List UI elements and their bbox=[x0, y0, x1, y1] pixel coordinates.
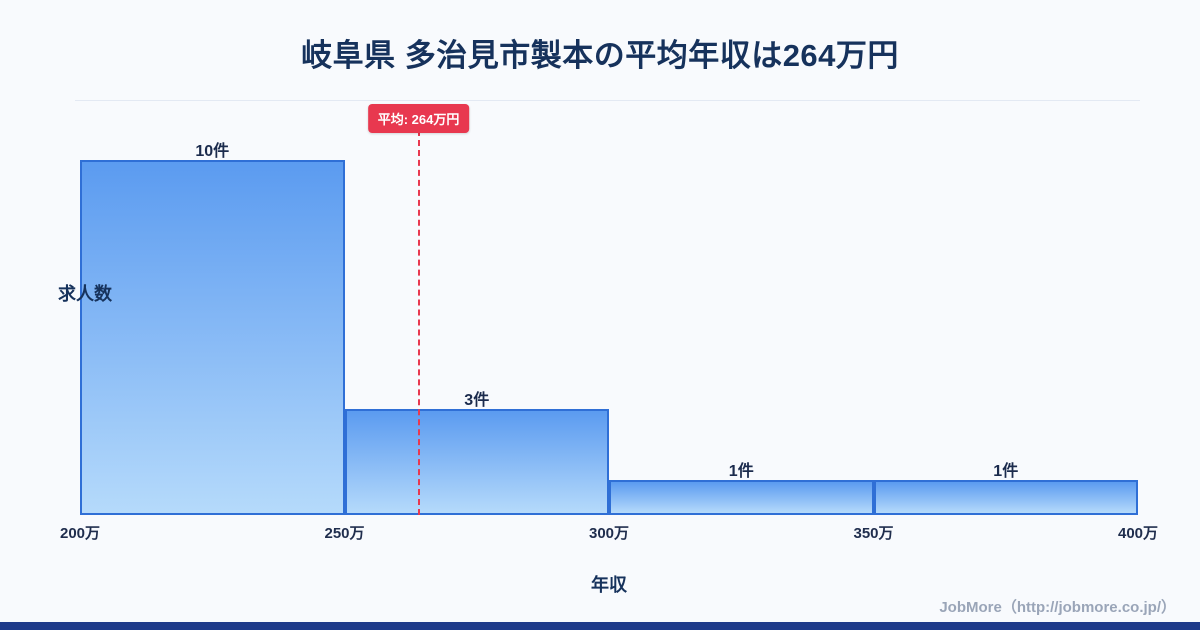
x-tick-label: 400万 bbox=[1117, 525, 1159, 542]
plot-top-gridline bbox=[75, 100, 1140, 101]
histogram-bar-250-300 bbox=[344, 408, 609, 515]
y-axis-title: 求人数 bbox=[58, 284, 112, 304]
x-tick-label: 300万 bbox=[588, 525, 630, 542]
x-tick-label: 350万 bbox=[853, 525, 894, 542]
histogram-bar-300-350 bbox=[609, 479, 874, 515]
bar-count-label: 10件 bbox=[195, 143, 230, 160]
chart-title: 岐阜県 多治見市製本の平均年収は264万円 bbox=[301, 38, 899, 73]
bottom-accent-strip bbox=[0, 622, 1200, 630]
average-badge: 平均: 264万円 bbox=[367, 104, 470, 133]
x-tick-label: 200万 bbox=[59, 525, 101, 542]
histogram-bar-350-400 bbox=[873, 479, 1138, 515]
bar-count-label: 1件 bbox=[993, 462, 1019, 480]
average-dashed-line bbox=[417, 130, 420, 515]
x-tick-label: 250万 bbox=[324, 525, 365, 542]
histogram-bar-200-250 bbox=[80, 160, 345, 515]
footer-credit: JobMore（http://jobmore.co.jp/） bbox=[939, 599, 1176, 616]
bar-count-label: 3件 bbox=[464, 391, 490, 409]
bar-count-label: 1件 bbox=[728, 462, 754, 480]
x-axis-title: 年収 bbox=[591, 575, 627, 595]
